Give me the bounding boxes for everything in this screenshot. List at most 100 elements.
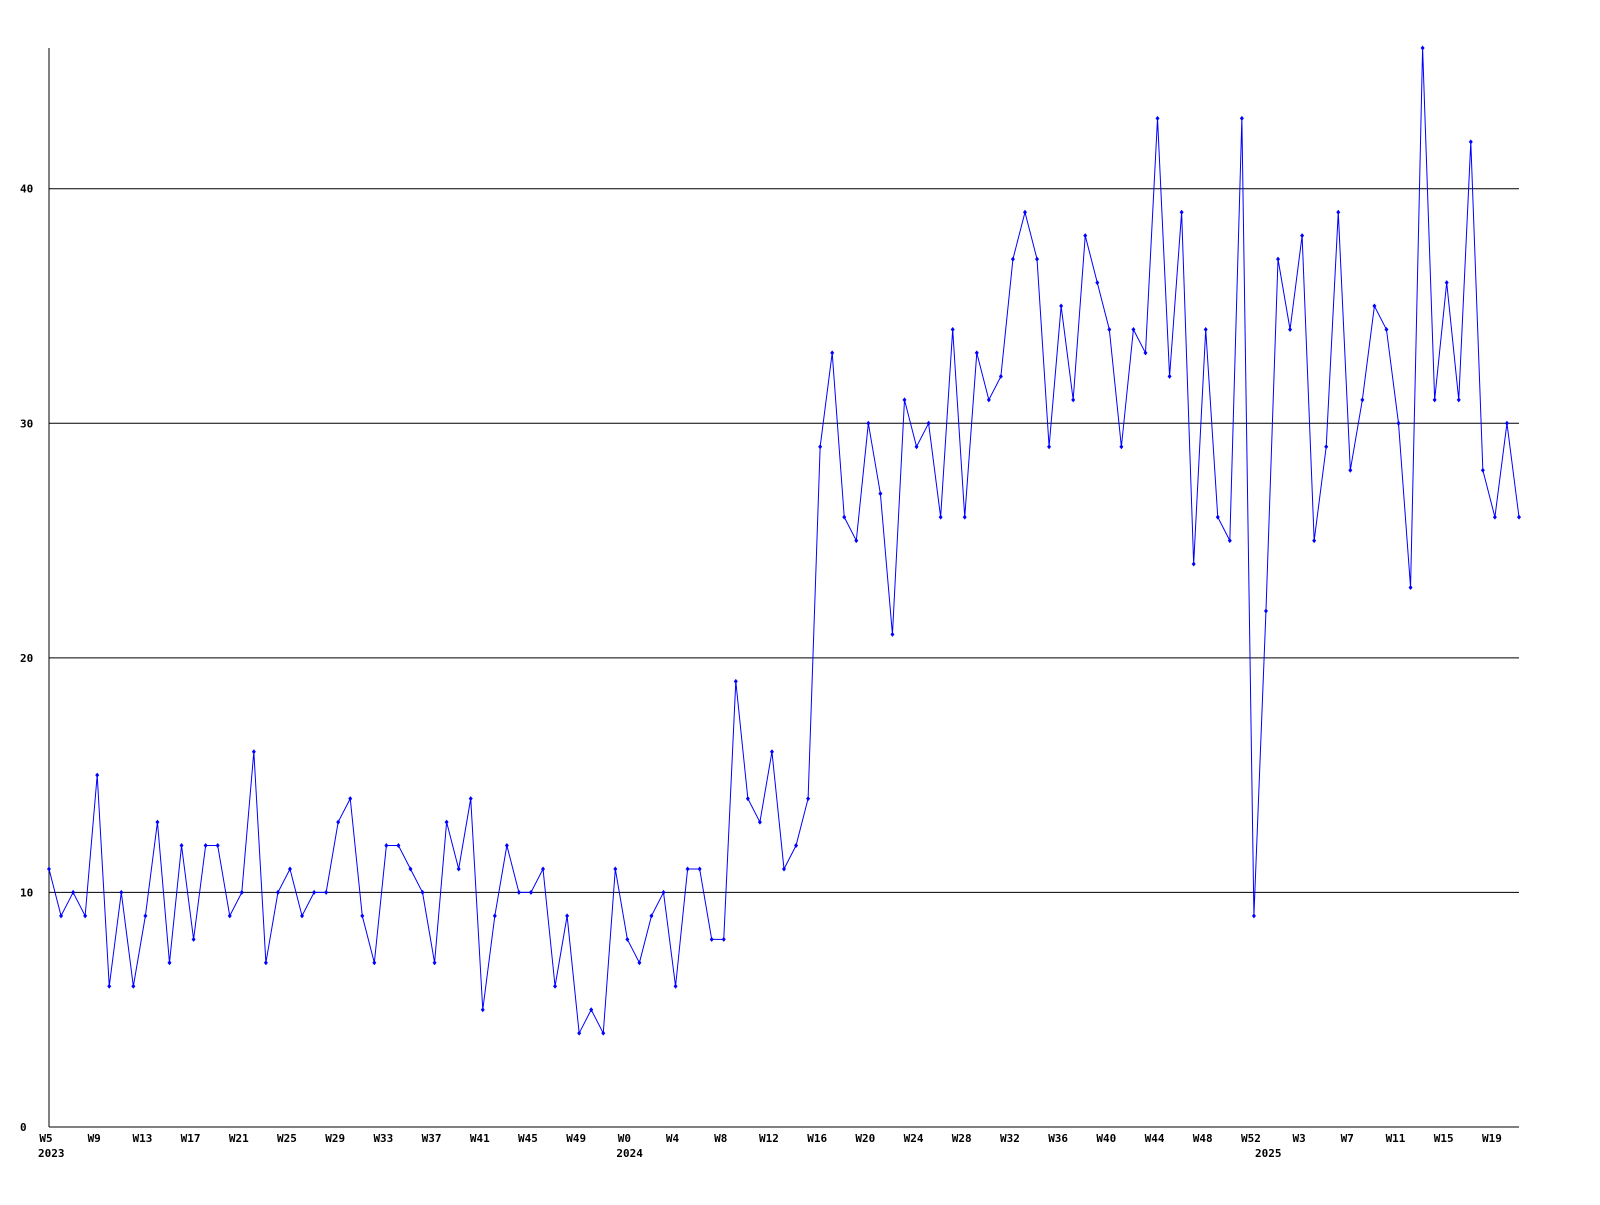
x-tick-label: W0: [618, 1132, 631, 1145]
data-point: [107, 983, 112, 989]
data-point: [661, 889, 666, 895]
data-point: [721, 936, 726, 942]
data-point: [516, 889, 521, 895]
data-point: [842, 514, 847, 520]
y-tick-label: 40: [20, 183, 33, 196]
data-point: [215, 843, 220, 849]
data-point: [1203, 326, 1208, 332]
data-point: [131, 983, 136, 989]
data-point: [360, 913, 365, 919]
x-tick-label: W28: [952, 1132, 972, 1145]
data-point: [468, 796, 473, 802]
data-point: [806, 796, 811, 802]
data-point: [1276, 256, 1281, 262]
x-tick-label: W7: [1341, 1132, 1354, 1145]
x-tick-label: W20: [855, 1132, 875, 1145]
y-tick-label: 30: [20, 417, 33, 430]
data-point: [625, 936, 630, 942]
data-point: [1143, 350, 1148, 356]
data-point: [251, 749, 256, 755]
data-point: [1456, 397, 1461, 403]
data-point: [227, 913, 232, 919]
data-point: [926, 420, 931, 426]
x-tick-label: W40: [1096, 1132, 1116, 1145]
x-tick-label: W44: [1145, 1132, 1165, 1145]
data-point: [1360, 397, 1365, 403]
x-tick-label: W37: [422, 1132, 442, 1145]
data-point: [300, 913, 305, 919]
data-point: [1059, 303, 1064, 309]
x-tick-label: W45: [518, 1132, 538, 1145]
data-point: [83, 913, 88, 919]
data-point: [1191, 561, 1196, 567]
data-point: [1312, 538, 1317, 544]
data-point: [866, 420, 871, 426]
data-point: [1300, 233, 1305, 239]
data-point: [830, 350, 835, 356]
year-label: 2024: [616, 1147, 643, 1160]
data-point: [408, 866, 413, 872]
data-line: [48, 47, 1520, 1035]
data-point: [95, 772, 100, 778]
data-point: [480, 1007, 485, 1013]
data-point: [565, 913, 570, 919]
data-point: [263, 960, 268, 966]
data-point: [119, 889, 124, 895]
x-tick-label: W13: [132, 1132, 152, 1145]
year-label: 2023: [38, 1147, 65, 1160]
x-tick-label: W4: [666, 1132, 680, 1145]
data-point: [709, 936, 714, 942]
x-tick-label: W12: [759, 1132, 779, 1145]
data-point: [71, 889, 76, 895]
data-point: [1324, 444, 1329, 450]
x-tick-label: W41: [470, 1132, 490, 1145]
data-point: [637, 960, 642, 966]
data-point: [1336, 209, 1341, 215]
data-point: [589, 1007, 594, 1013]
data-point: [528, 889, 533, 895]
data-point: [1396, 420, 1401, 426]
data-point: [878, 491, 883, 497]
data-point: [1167, 373, 1172, 379]
data-point: [962, 514, 967, 520]
data-point: [769, 749, 774, 755]
data-point: [348, 796, 353, 802]
data-point: [1215, 514, 1220, 520]
data-point: [757, 819, 762, 825]
data-point: [1083, 233, 1088, 239]
x-tick-label: W8: [714, 1132, 727, 1145]
x-tick-label: W33: [373, 1132, 393, 1145]
x-tick-label: W3: [1292, 1132, 1305, 1145]
data-point: [1468, 139, 1473, 145]
data-point: [191, 936, 196, 942]
data-point: [914, 444, 919, 450]
data-point: [685, 866, 690, 872]
data-point: [239, 889, 244, 895]
data-point: [1263, 608, 1268, 614]
x-tick-label: W24: [904, 1132, 924, 1145]
data-point: [1480, 467, 1485, 473]
data-point: [1432, 397, 1437, 403]
data-point: [794, 843, 799, 849]
data-point: [1517, 514, 1521, 520]
data-point: [287, 866, 292, 872]
data-point: [59, 913, 64, 919]
data-point: [601, 1030, 606, 1036]
data-point: [372, 960, 377, 966]
y-tick-label: 0: [20, 1121, 27, 1134]
data-point: [553, 983, 558, 989]
x-tick-label: W49: [566, 1132, 586, 1145]
data-point: [577, 1030, 582, 1036]
data-point: [179, 843, 184, 849]
x-tick-label: W25: [277, 1132, 297, 1145]
data-point: [396, 843, 401, 849]
data-point: [1444, 280, 1449, 286]
x-tick-label: W36: [1048, 1132, 1068, 1145]
data-point: [444, 819, 449, 825]
data-point: [950, 326, 955, 332]
data-point: [938, 514, 943, 520]
data-point: [47, 866, 51, 872]
data-point: [890, 631, 895, 637]
x-tick-label: W19: [1482, 1132, 1502, 1145]
data-point: [1372, 303, 1377, 309]
